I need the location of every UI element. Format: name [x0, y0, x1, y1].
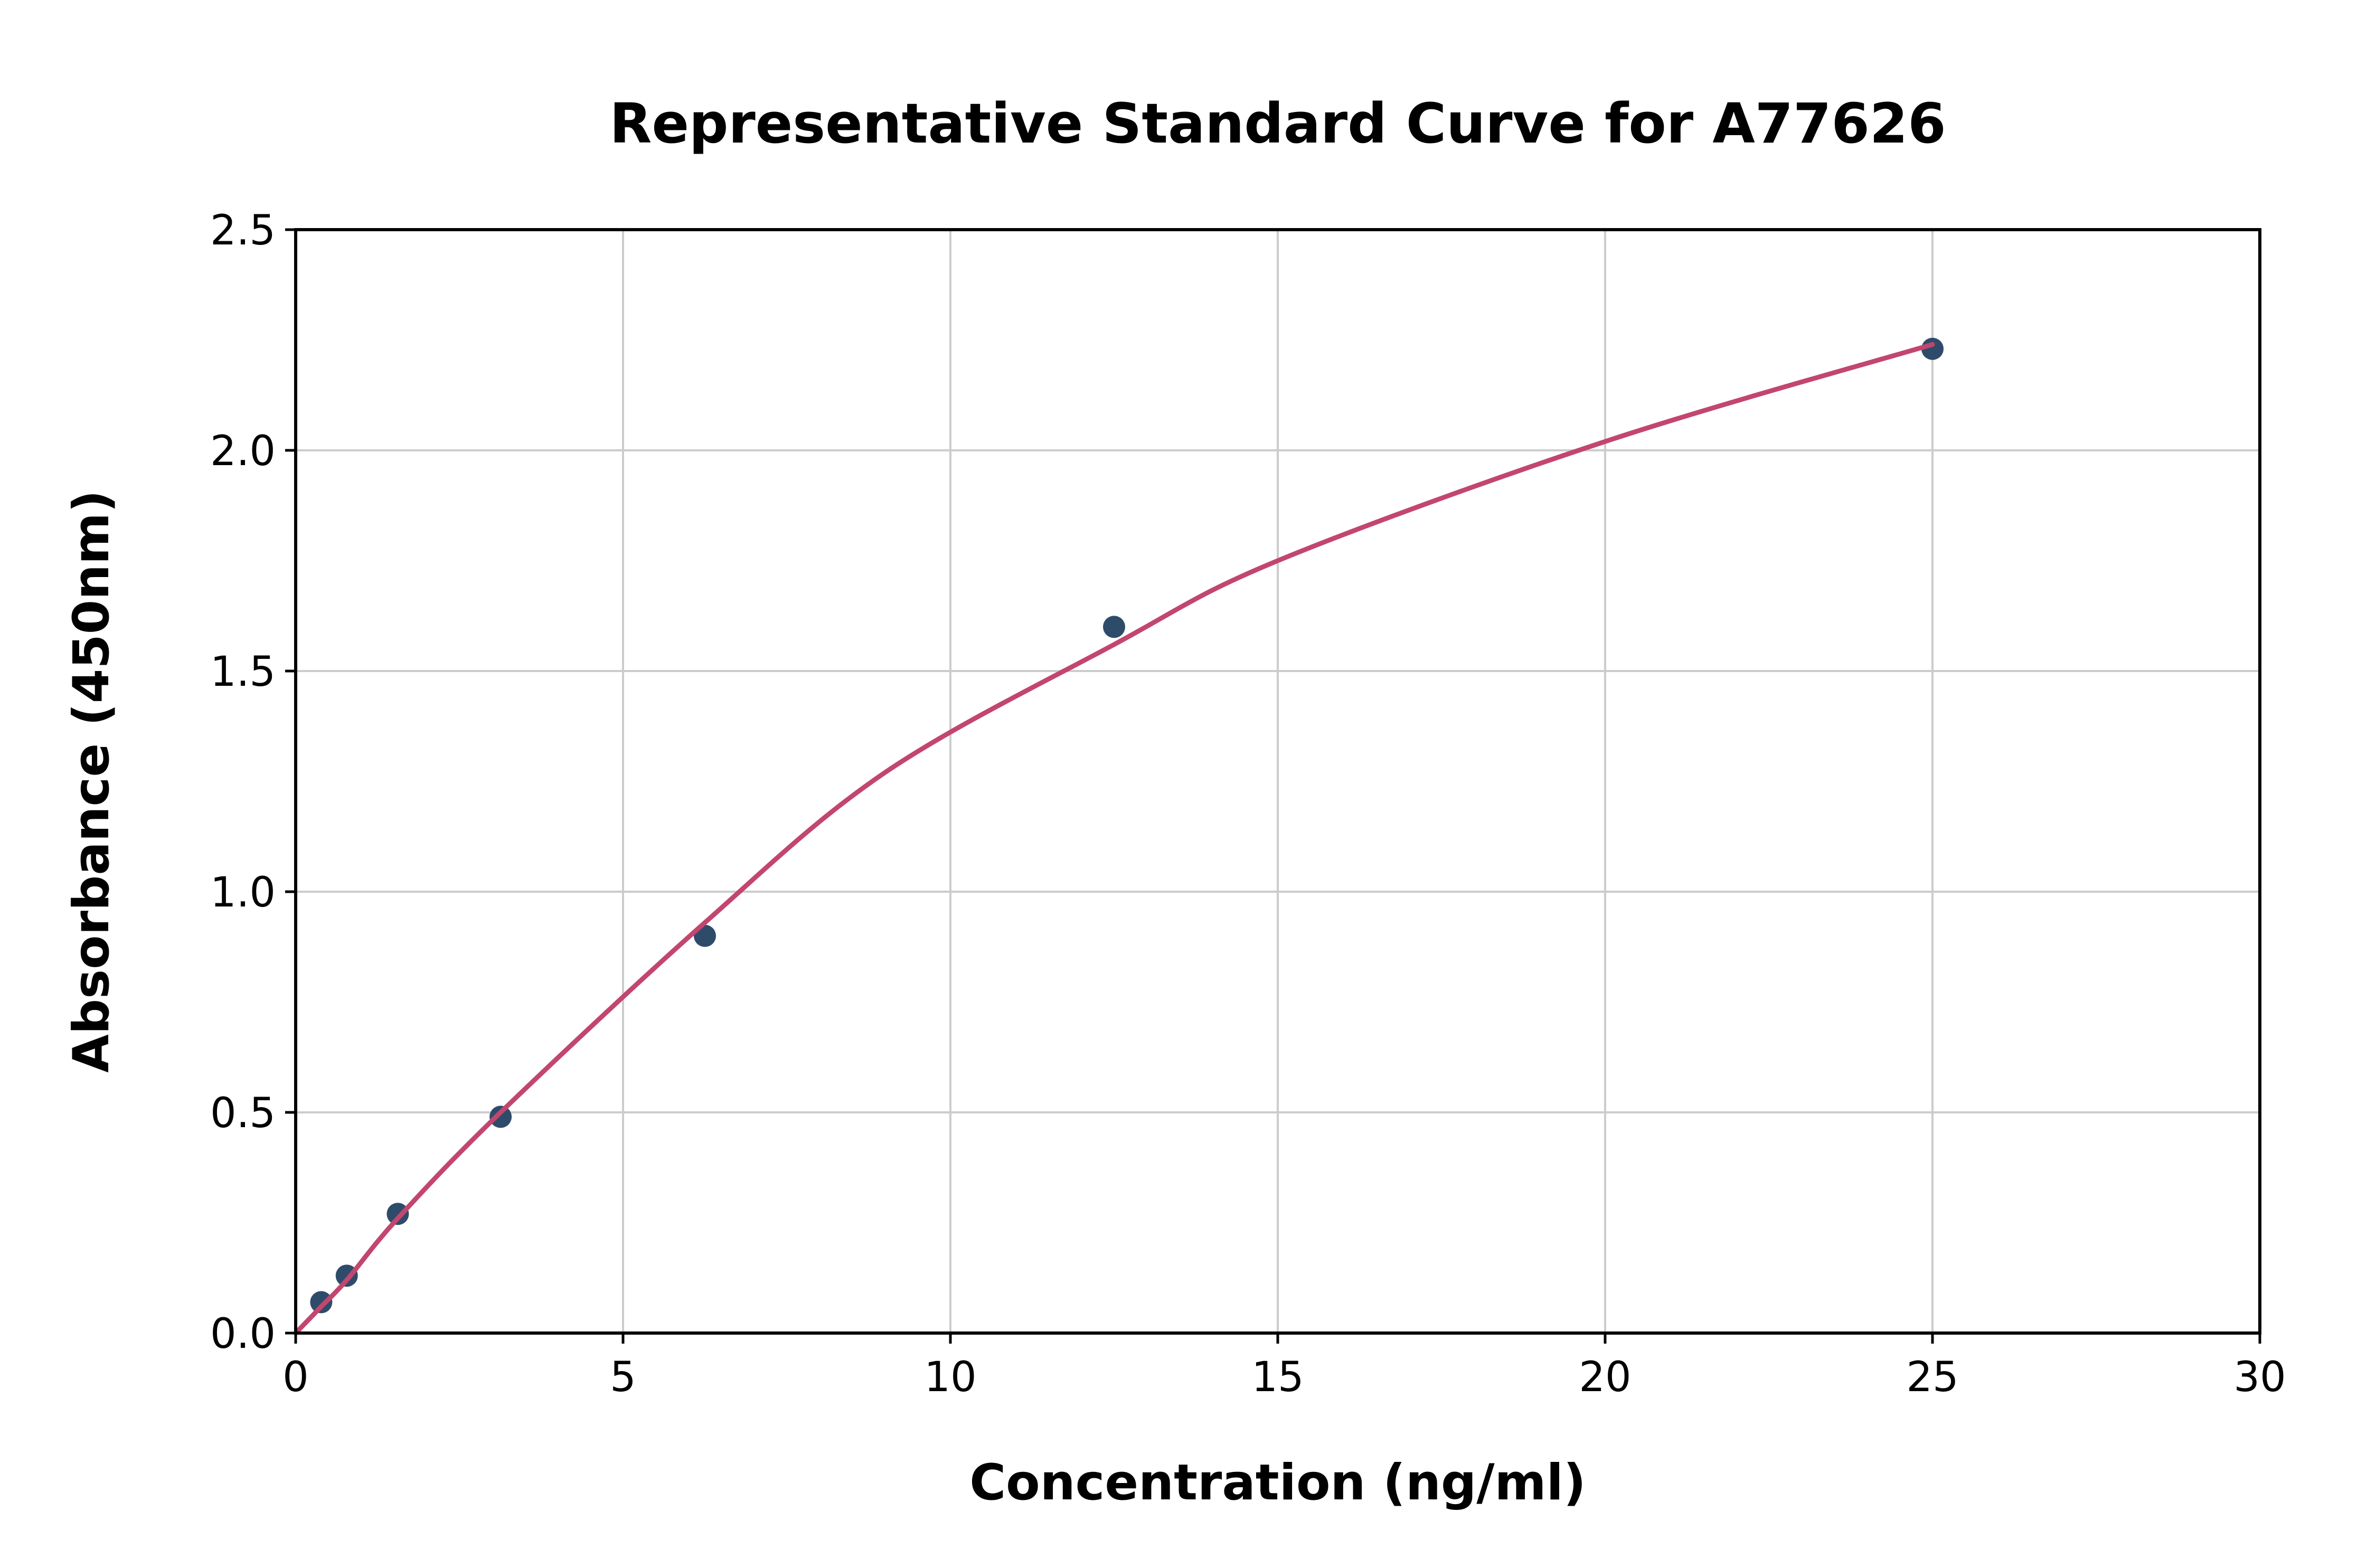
x-tick-label: 25	[1906, 1354, 1958, 1401]
x-axis-label: Concentration (ng/ml)	[969, 1454, 1586, 1512]
data-point	[489, 1106, 512, 1128]
x-tick-label: 5	[610, 1354, 636, 1401]
x-tick-label: 20	[1579, 1354, 1631, 1401]
y-tick-label: 0.0	[210, 1310, 276, 1358]
y-tick-label: 1.5	[210, 648, 276, 696]
data-point	[1921, 337, 1944, 360]
x-tick-label: 10	[924, 1354, 976, 1401]
y-tick-label: 2.5	[210, 207, 276, 254]
y-tick-label: 0.5	[210, 1090, 276, 1137]
x-tick-label: 15	[1251, 1354, 1304, 1401]
chart-title: Representative Standard Curve for A77626	[609, 91, 1946, 156]
fit-curve	[293, 342, 1935, 1336]
data-point	[1103, 616, 1125, 638]
x-tick-label: 0	[282, 1354, 309, 1401]
y-tick-label: 1.0	[210, 869, 276, 917]
data-point	[310, 1291, 333, 1314]
plot-series	[293, 337, 1944, 1336]
y-axis-label: Absorbance (450nm)	[63, 490, 120, 1073]
y-tick-label: 2.0	[210, 428, 276, 475]
axis-ticks: 0 5 10 15 20 25 30 0.0 0.5 1.0 1.5 2.0 2.5	[210, 207, 2286, 1401]
data-point	[386, 1203, 409, 1225]
x-tick-label: 30	[2233, 1354, 2286, 1401]
grid-lines	[296, 229, 2261, 1333]
